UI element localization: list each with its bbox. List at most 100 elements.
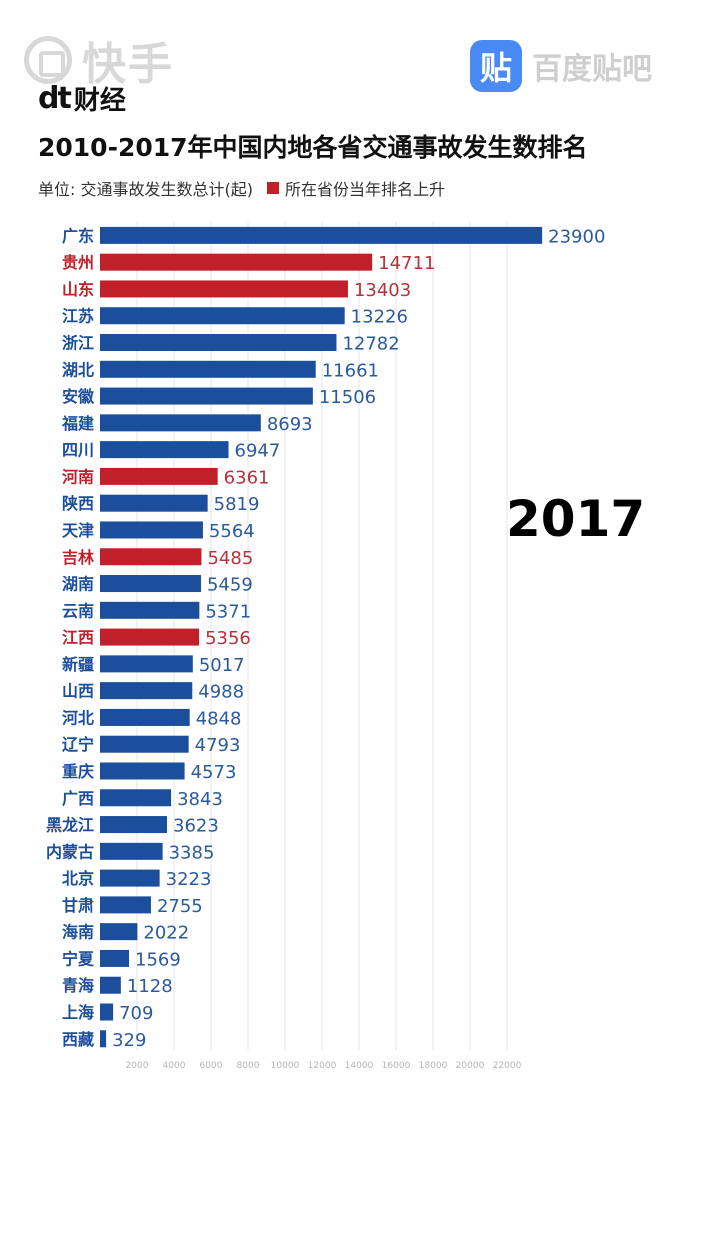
bar [100,494,208,512]
x-tick-label: 22000 [493,1061,522,1071]
category-label: 安徽 [62,387,95,406]
value-label: 5564 [209,521,255,542]
tieba-watermark: 贴 百度贴吧 [470,40,652,92]
bar [100,682,193,700]
x-tick-label: 6000 [200,1061,223,1071]
category-label: 上海 [62,1003,94,1022]
bar [100,467,218,485]
tieba-logo-icon: 贴 [470,40,522,92]
category-label: 江苏 [62,307,94,326]
bar [100,307,345,325]
value-label: 4573 [191,762,237,783]
value-label: 13226 [351,307,408,328]
category-label: 黑龙江 [46,816,94,835]
value-label: 709 [119,1003,153,1024]
bar [100,548,202,566]
bar [100,735,189,753]
value-label: 5459 [207,575,253,596]
bar [100,762,185,780]
category-label: 江西 [62,628,94,647]
bar [100,334,337,352]
value-label: 5017 [199,655,245,676]
value-label: 6361 [224,467,270,488]
value-label: 329 [112,1030,146,1051]
category-label: 宁夏 [62,949,95,968]
category-label: 河北 [62,708,94,727]
bar [100,789,172,807]
bar [100,628,200,646]
category-label: 北京 [62,869,94,888]
x-tick-label: 2000 [126,1061,149,1071]
category-label: 河南 [62,467,94,486]
value-label: 5371 [205,601,251,622]
bar [100,896,151,914]
category-label: 青海 [62,976,94,995]
bar [100,1030,107,1048]
bar [100,226,543,244]
bar [100,360,316,378]
value-label: 4848 [196,708,242,729]
bar [100,280,348,298]
x-tick-label: 20000 [456,1061,485,1071]
brand: dt 财经 [38,80,126,117]
brand-logo: dt [38,81,72,116]
value-label: 14711 [378,253,435,274]
bar [100,842,163,860]
category-label: 辽宁 [62,735,94,754]
category-label: 湖北 [62,360,94,379]
value-label: 4988 [198,682,244,703]
category-label: 浙江 [62,334,94,353]
value-label: 5819 [214,494,260,515]
bar [100,601,200,619]
bar [100,708,190,726]
category-label: 四川 [62,441,94,460]
kuaishou-logo-icon [24,36,72,84]
category-label: 广西 [62,789,94,808]
x-tick-label: 4000 [163,1061,186,1071]
category-label: 山东 [62,280,94,299]
value-label: 3223 [166,869,212,890]
value-label: 1569 [135,949,181,970]
bar [100,655,193,673]
legend: 单位: 交通事故发生数总计(起) 所在省份当年排名上升 [38,176,445,200]
value-label: 11661 [322,360,379,381]
bar [100,575,201,593]
category-label: 甘肃 [62,896,94,915]
value-label: 13403 [354,280,411,301]
category-label: 广东 [62,226,94,245]
category-label: 新疆 [62,655,94,674]
category-label: 贵州 [62,253,94,272]
kuaishou-watermark: 快手 [24,28,174,92]
category-label: 西藏 [62,1030,94,1049]
bar [100,414,261,432]
x-tick-label: 10000 [271,1061,300,1071]
bar [100,949,130,967]
category-label: 海南 [62,923,94,942]
x-tick-label: 14000 [345,1061,374,1071]
kuaishou-watermark-text: 快手 [82,39,174,90]
bar [100,976,121,994]
value-label: 11506 [319,387,376,408]
category-label: 山西 [62,682,94,701]
category-label: 云南 [62,601,94,620]
value-label: 3385 [169,842,215,863]
bar [100,441,229,459]
value-label: 2022 [143,923,189,944]
category-label: 陕西 [62,494,94,513]
value-label: 23900 [548,226,605,247]
chart-title: 2010-2017年中国内地各省交通事故发生数排名 [38,133,588,162]
value-label: 6947 [235,441,281,462]
value-label: 5485 [207,548,253,569]
value-label: 2755 [157,896,203,917]
bar [100,1003,114,1021]
tieba-watermark-text: 百度贴吧 [532,52,652,87]
category-label: 重庆 [62,762,94,781]
x-tick-label: 16000 [382,1061,411,1071]
value-label: 1128 [127,976,173,997]
value-label: 12782 [342,334,399,355]
bar [100,521,203,539]
value-label: 3623 [173,816,219,837]
x-tick-label: 18000 [419,1061,448,1071]
x-tick-label: 12000 [308,1061,337,1071]
